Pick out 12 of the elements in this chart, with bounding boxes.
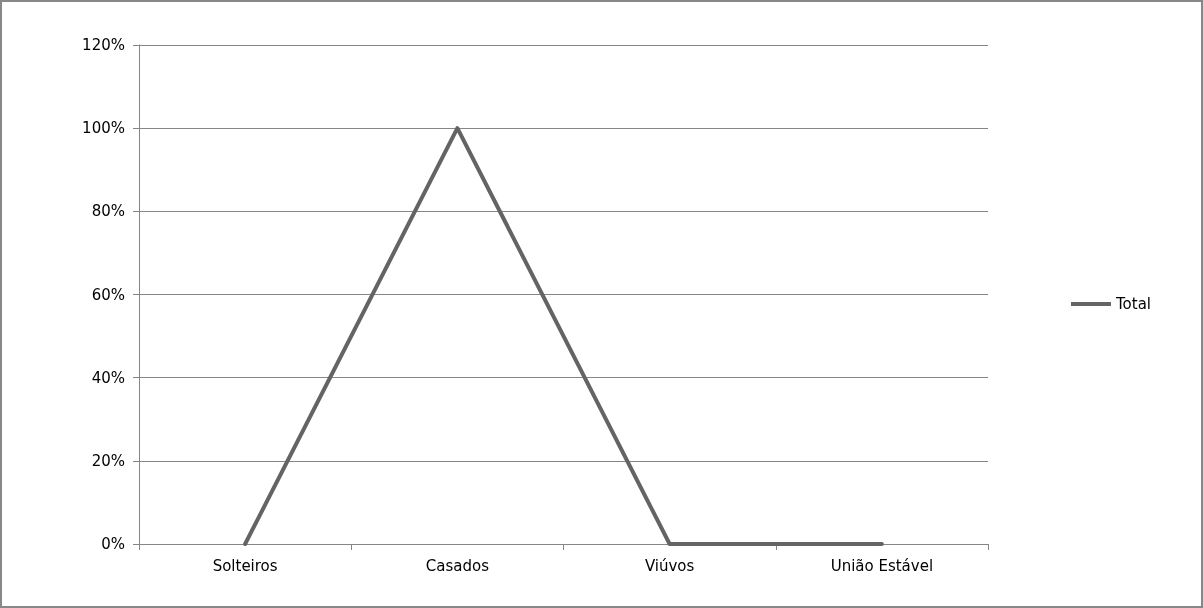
y-tick-label: 120% <box>82 36 125 54</box>
x-tick-label: União Estável <box>830 556 934 575</box>
y-tick-label: 40% <box>91 368 125 387</box>
legend-label: Total <box>1114 295 1152 313</box>
y-tick-label: 80% <box>91 202 125 221</box>
x-tick-label: Viúvos <box>644 556 695 575</box>
y-tick-label: 20% <box>91 451 125 470</box>
y-tick-label: 0% <box>101 535 125 553</box>
y-tick-label: 60% <box>91 285 125 304</box>
x-tick-label: Casados <box>425 556 490 575</box>
x-tick-label: Solteiros <box>212 556 278 575</box>
y-tick-label: 100% <box>82 119 125 138</box>
